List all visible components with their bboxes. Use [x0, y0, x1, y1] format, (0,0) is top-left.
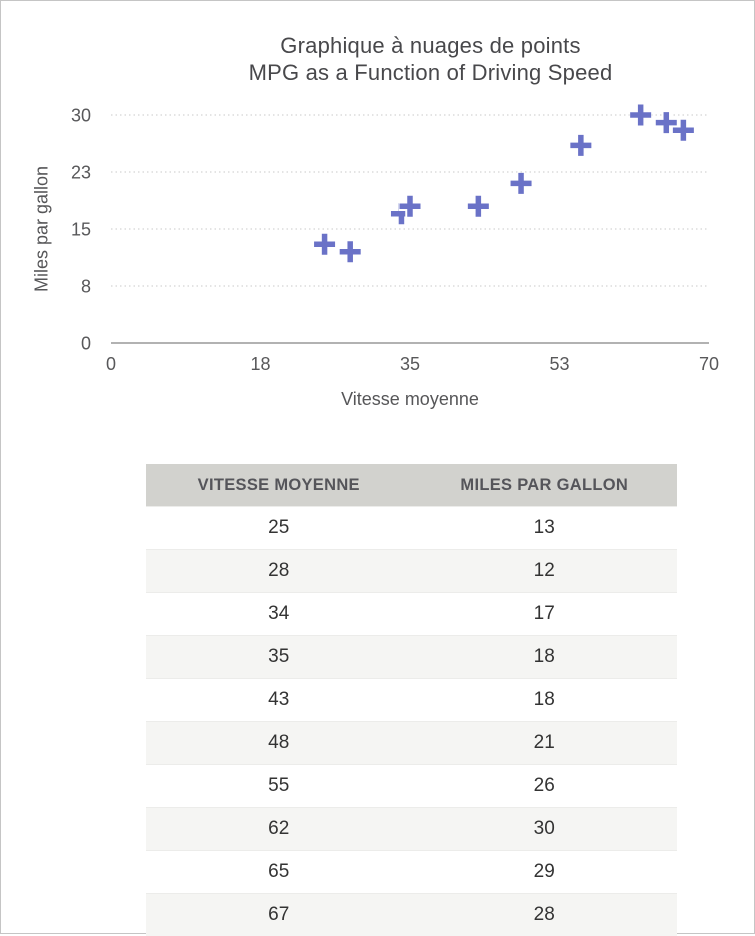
x-tick-label: 70 — [699, 354, 719, 374]
table-cell: 18 — [412, 679, 678, 722]
table-cell: 30 — [412, 808, 678, 851]
x-tick-label: 18 — [250, 354, 270, 374]
data-point-marker — [570, 135, 591, 156]
table-cell: 28 — [146, 550, 412, 593]
column-header-miles-par-gallon: MILES PAR GALLON — [412, 464, 678, 507]
table-cell: 62 — [146, 808, 412, 851]
data-point-marker — [630, 105, 651, 126]
y-tick-label: 0 — [81, 334, 91, 354]
x-tick-label: 0 — [106, 354, 116, 374]
y-tick-label: 30 — [71, 106, 91, 126]
y-tick-label: 15 — [71, 220, 91, 240]
table-cell: 28 — [412, 894, 678, 936]
table-cell: 48 — [146, 722, 412, 765]
chart-title: Graphique à nuages de points MPG as a Fu… — [111, 32, 750, 86]
x-axis-title: Vitesse moyenne — [111, 389, 709, 410]
table-cell: 34 — [146, 593, 412, 636]
y-axis-title: Miles par gallon — [32, 166, 53, 292]
column-header-vitesse-moyenne: VITESSE MOYENNE — [146, 464, 412, 507]
table-header-row: VITESSE MOYENNE MILES PAR GALLON — [146, 464, 677, 507]
table-cell: 43 — [146, 679, 412, 722]
table-cell: 35 — [146, 636, 412, 679]
y-tick-label: 23 — [71, 163, 91, 183]
table-cell: 17 — [412, 593, 678, 636]
table-cell: 13 — [412, 507, 678, 550]
chart-title-line-2: MPG as a Function of Driving Speed — [111, 59, 750, 86]
x-tick-label: 35 — [400, 354, 420, 374]
table-cell: 26 — [412, 765, 678, 808]
x-tick-label: 53 — [549, 354, 569, 374]
scatter-chart: 0 8 15 23 30 0 18 35 53 70 Graphique à nuages de … — [1, 1, 754, 464]
data-point-marker — [340, 241, 361, 262]
data-point-marker — [468, 196, 489, 217]
table-cell: 21 — [412, 722, 678, 765]
table-cell: 55 — [146, 765, 412, 808]
table-cell: 29 — [412, 851, 678, 894]
y-tick-label: 8 — [81, 277, 91, 297]
chart-title-line-1: Graphique à nuages de points — [111, 32, 750, 59]
table-cell: 12 — [412, 550, 678, 593]
table-cell: 18 — [412, 636, 678, 679]
table-cell: 25 — [146, 507, 412, 550]
data-point-marker — [314, 234, 335, 255]
table-cell: 67 — [146, 894, 412, 936]
table-cell: 65 — [146, 851, 412, 894]
data-point-marker — [511, 173, 532, 194]
